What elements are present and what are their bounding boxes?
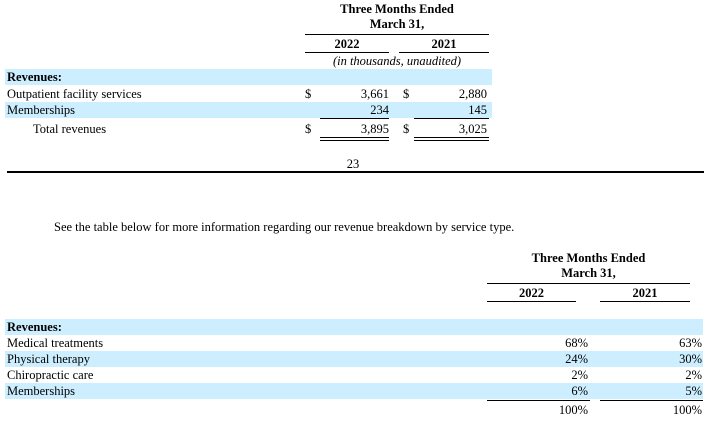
table2-total-value-2022: 100%	[558, 403, 588, 417]
table2-row-value-2022: 68%	[565, 336, 588, 350]
table1-row-value-2022: 3,661	[360, 87, 389, 101]
table1-header-line2: March 31,	[369, 17, 425, 31]
table2-band-row	[5, 383, 703, 399]
table1-row-value-2021: 2,880	[458, 87, 487, 101]
table2-row-value-2021: 63%	[679, 336, 702, 350]
table1-row-currency: $	[403, 87, 410, 101]
table1-row-label: Memberships	[7, 103, 76, 117]
table2-header-line1: Three Months Ended	[531, 251, 646, 265]
table2-col1-rule	[487, 301, 576, 302]
table2-row-value-2022: 2%	[571, 368, 588, 382]
table1-col2-year: 2021	[431, 37, 457, 51]
table2-row-value-2021: 30%	[679, 352, 702, 366]
table1-col1-rule	[305, 52, 389, 53]
table1-total-value-2022: 3,895	[360, 122, 389, 136]
table1-total-double-rule	[414, 137, 489, 138]
table1-section-label: Revenues:	[7, 70, 62, 84]
page-break-rule	[7, 171, 704, 173]
table1-total-double-rule	[414, 140, 489, 141]
page-number: 23	[346, 157, 360, 171]
table1-band-row	[5, 102, 492, 118]
table2-band-row	[5, 351, 703, 367]
table1-total-value-2021: 3,025	[458, 122, 487, 136]
table1-subtotal-rule-2022	[320, 118, 389, 119]
table1-subtotal-rule-2021	[414, 118, 489, 119]
table1-total-double-rule	[320, 137, 389, 138]
table1-row-currency: $	[305, 87, 312, 101]
table1-unit-note: (in thousands, unaudited)	[332, 54, 462, 68]
table2-subtotal-rule-2022	[487, 400, 590, 401]
table2-row-label: Physical therapy	[7, 352, 90, 366]
table2-row-value-2022: 6%	[571, 384, 588, 398]
table2-band-section	[5, 319, 703, 335]
table2-row-value-2021: 2%	[685, 368, 702, 382]
table1-col2-rule	[399, 52, 489, 53]
table1-total-double-rule	[320, 140, 389, 141]
table1-band-section	[5, 69, 492, 85]
table1-row-label: Outpatient facility services	[7, 87, 142, 101]
table2-total-value-2021: 100%	[672, 403, 702, 417]
table2-section-label: Revenues:	[7, 320, 62, 334]
table1-header-line1: Three Months Ended	[340, 2, 454, 16]
table2-row-label: Chiropractic care	[7, 368, 94, 382]
table2-header-rule	[487, 283, 690, 284]
intro-paragraph: See the table below for more information…	[54, 220, 515, 234]
table1-col1-year: 2022	[334, 37, 360, 51]
table1-header-rule	[305, 34, 489, 35]
table2-row-value-2021: 5%	[685, 384, 702, 398]
table2-header-line2: March 31,	[561, 266, 616, 280]
table2-row-value-2022: 24%	[565, 352, 588, 366]
table2-col1-year: 2022	[519, 286, 544, 300]
table2-col2-rule	[600, 301, 690, 302]
table2-subtotal-rule-2021	[600, 400, 703, 401]
table1-row-value-2021: 145	[468, 103, 487, 117]
table1-total-currency: $	[403, 122, 410, 136]
table2-col2-year: 2021	[632, 286, 658, 300]
table1-total-currency: $	[305, 122, 312, 136]
table2-row-label: Medical treatments	[7, 336, 104, 350]
table1-row-value-2022: 234	[370, 103, 389, 117]
table2-row-label: Memberships	[7, 384, 76, 398]
table1-total-label: Total revenues	[33, 122, 107, 136]
